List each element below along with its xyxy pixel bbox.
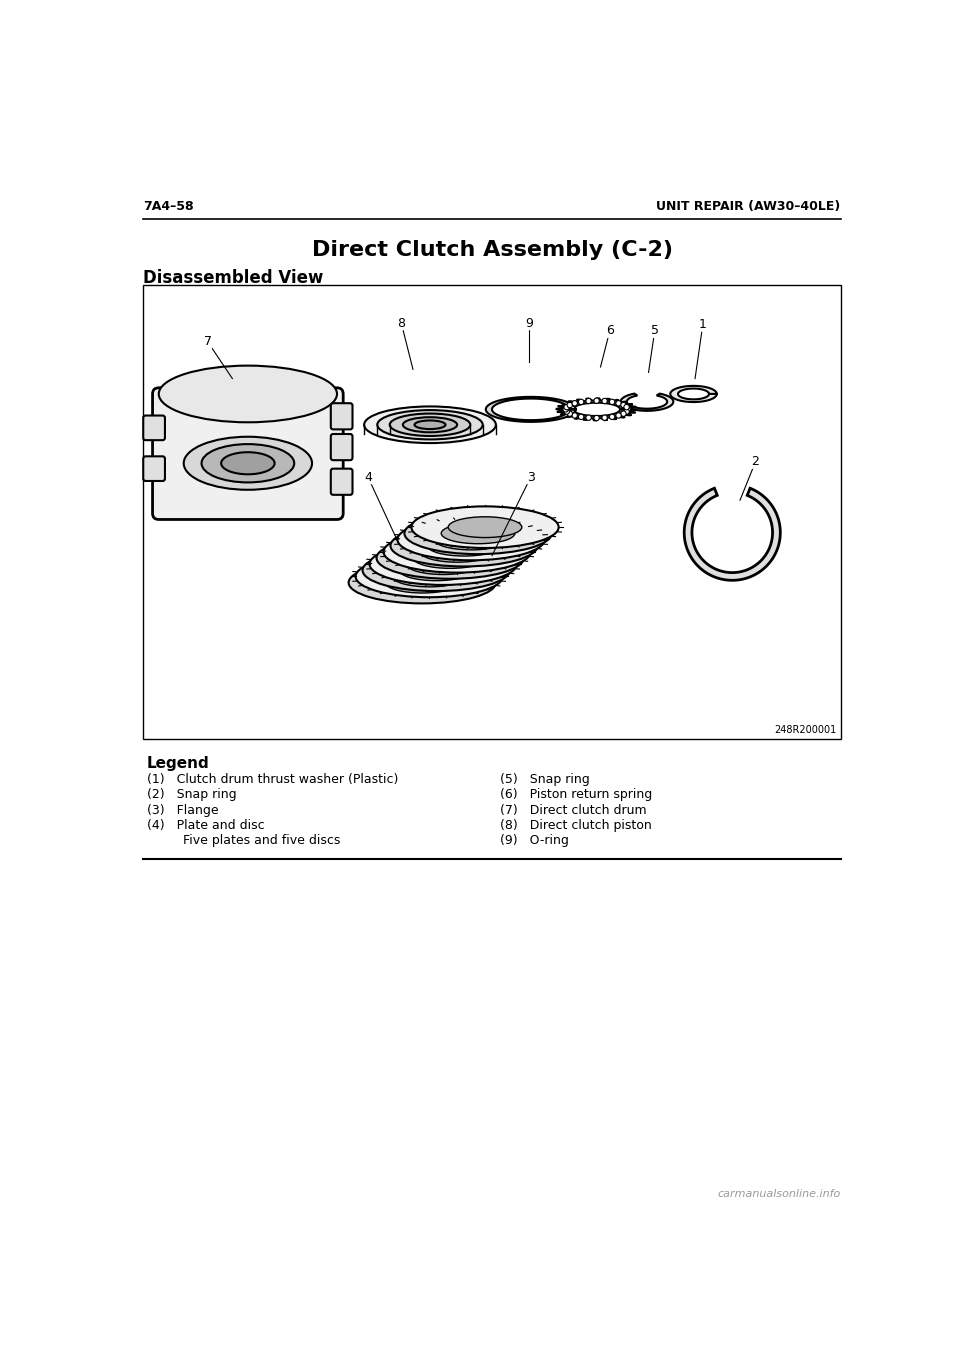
- Circle shape: [624, 409, 630, 414]
- Ellipse shape: [391, 524, 538, 566]
- Text: carmanualsonline.info: carmanualsonline.info: [717, 1188, 841, 1199]
- Ellipse shape: [363, 550, 510, 591]
- Ellipse shape: [397, 519, 544, 561]
- Circle shape: [572, 401, 577, 406]
- Circle shape: [563, 406, 568, 411]
- Circle shape: [615, 401, 621, 406]
- Text: 2: 2: [752, 455, 759, 469]
- Ellipse shape: [403, 417, 457, 432]
- Circle shape: [572, 413, 577, 418]
- Text: 7A4–58: 7A4–58: [143, 200, 194, 213]
- Ellipse shape: [183, 437, 312, 490]
- Text: (3)   Flange: (3) Flange: [147, 804, 219, 816]
- Circle shape: [579, 414, 584, 420]
- Text: Five plates and five discs: Five plates and five discs: [147, 834, 341, 847]
- Circle shape: [586, 416, 591, 421]
- FancyBboxPatch shape: [143, 456, 165, 481]
- Circle shape: [586, 398, 591, 403]
- Ellipse shape: [404, 512, 552, 554]
- Ellipse shape: [158, 365, 337, 422]
- Polygon shape: [557, 398, 636, 421]
- Text: 248R200001: 248R200001: [775, 725, 837, 735]
- Ellipse shape: [434, 530, 508, 550]
- Ellipse shape: [355, 555, 503, 598]
- Text: 6: 6: [606, 325, 613, 337]
- Text: 1: 1: [699, 318, 707, 331]
- Ellipse shape: [383, 531, 531, 573]
- Circle shape: [567, 402, 572, 407]
- Text: (4)   Plate and disc: (4) Plate and disc: [147, 819, 265, 832]
- Circle shape: [624, 405, 630, 410]
- Circle shape: [564, 409, 569, 414]
- Text: (2)   Snap ring: (2) Snap ring: [147, 788, 237, 801]
- Circle shape: [621, 411, 626, 417]
- Ellipse shape: [412, 507, 559, 549]
- Ellipse shape: [420, 542, 494, 562]
- Ellipse shape: [415, 421, 445, 429]
- Ellipse shape: [393, 566, 466, 587]
- Circle shape: [610, 399, 614, 405]
- Circle shape: [602, 398, 608, 403]
- Text: 7: 7: [204, 335, 211, 348]
- Ellipse shape: [364, 406, 496, 443]
- Text: (9)   O-ring: (9) O-ring: [500, 834, 568, 847]
- Ellipse shape: [377, 410, 483, 440]
- Ellipse shape: [399, 559, 473, 581]
- Circle shape: [610, 414, 614, 420]
- Text: (8)   Direct clutch piston: (8) Direct clutch piston: [500, 819, 652, 832]
- Text: 8: 8: [397, 316, 405, 330]
- Bar: [143, 285, 841, 739]
- Text: 5: 5: [651, 325, 659, 337]
- Circle shape: [602, 416, 608, 421]
- Ellipse shape: [348, 562, 496, 603]
- Circle shape: [567, 411, 572, 417]
- Circle shape: [621, 402, 626, 407]
- Ellipse shape: [385, 572, 459, 593]
- Polygon shape: [621, 394, 673, 411]
- Ellipse shape: [427, 535, 501, 555]
- Ellipse shape: [442, 523, 515, 543]
- Text: 3: 3: [527, 471, 535, 483]
- Text: Direct Clutch Assembly (C-2): Direct Clutch Assembly (C-2): [311, 240, 673, 259]
- Text: Disassembled View: Disassembled View: [143, 269, 324, 288]
- Text: (6)   Piston return spring: (6) Piston return spring: [500, 788, 652, 801]
- Polygon shape: [684, 489, 780, 580]
- Ellipse shape: [370, 543, 516, 585]
- FancyBboxPatch shape: [331, 435, 352, 460]
- Ellipse shape: [448, 517, 522, 538]
- FancyBboxPatch shape: [331, 403, 352, 429]
- FancyBboxPatch shape: [153, 388, 344, 520]
- Polygon shape: [486, 397, 576, 422]
- Ellipse shape: [202, 444, 294, 482]
- FancyBboxPatch shape: [143, 416, 165, 440]
- Text: 9: 9: [525, 316, 533, 330]
- Polygon shape: [670, 386, 717, 402]
- Text: 4: 4: [364, 471, 372, 483]
- Circle shape: [625, 406, 631, 411]
- Circle shape: [594, 416, 599, 421]
- Circle shape: [594, 398, 599, 403]
- Ellipse shape: [414, 547, 487, 569]
- Text: Legend: Legend: [147, 756, 210, 771]
- FancyBboxPatch shape: [331, 469, 352, 494]
- Ellipse shape: [376, 538, 524, 579]
- Circle shape: [564, 405, 569, 410]
- Ellipse shape: [390, 414, 470, 436]
- Text: UNIT REPAIR (AW30–40LE): UNIT REPAIR (AW30–40LE): [657, 200, 841, 213]
- Text: (7)   Direct clutch drum: (7) Direct clutch drum: [500, 804, 646, 816]
- Text: (1)   Clutch drum thrust washer (Plastic): (1) Clutch drum thrust washer (Plastic): [147, 773, 398, 786]
- Ellipse shape: [406, 554, 480, 574]
- Ellipse shape: [221, 452, 275, 474]
- Circle shape: [579, 399, 584, 405]
- Text: (5)   Snap ring: (5) Snap ring: [500, 773, 589, 786]
- Circle shape: [615, 413, 621, 418]
